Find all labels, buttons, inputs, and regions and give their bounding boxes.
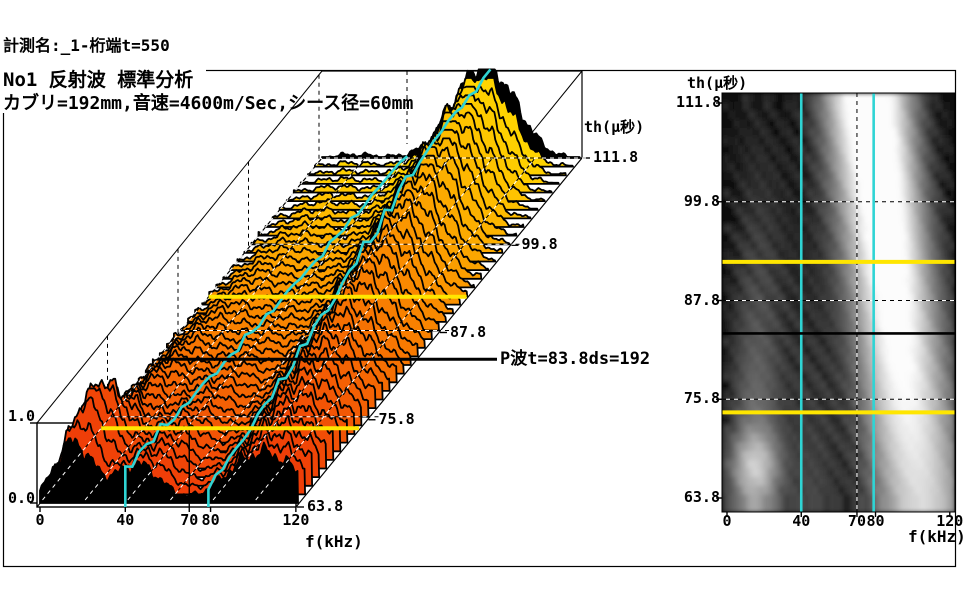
waterfall-gridlines [39,157,590,504]
waterfall-traces [39,68,581,504]
hm-f-tick-70: 70 [847,512,866,530]
hm-t-tick-99.8: 99.8 [683,191,720,210]
analysis-title-label: No1 反射波 標準分析 [3,69,194,91]
frequency-cursor-cyan-79[interactable] [207,68,492,507]
wf-f-tick-120: 120 [282,511,310,529]
measurement-name-label: 計測名:_1-桁端t=550 [3,36,170,55]
wf-amp-tick-0.0: 0.0 [8,489,36,507]
hm-t-tick-63.8: 63.8 [683,488,720,506]
hm-f-tick-40: 40 [792,512,811,530]
p-wave-annotation-label: P波t=83.8ds=192 [500,349,651,369]
spectrogram-plot [722,93,955,512]
wf-f-tick-80: 80 [201,511,220,529]
wf-f-tick-40: 40 [116,511,135,529]
wf-amp-tick-1.0: 1.0 [8,407,36,425]
frequency-cursor-cyan-40[interactable] [124,155,409,507]
wf-f-tick-70: 70 [180,511,199,529]
wf-f-tick-0: 0 [35,511,45,529]
trace-row [39,437,299,504]
hm-t-tick-111.8: 111.8 [676,93,722,111]
wf-t-tick-87.8: 87.8 [450,322,487,341]
spectrogram-f-axis-title: f(kHz) [908,527,964,546]
waterfall-cursors [101,68,497,507]
wf-t-tick-99.8: 99.8 [521,235,558,254]
waterfall-t-axis-title: th(μ秒) [584,118,645,136]
wf-t-tick-63.8: 63.8 [307,497,344,515]
analysis-parameters-label: カブリ=192mm,音速=4600m/Sec,シース径=60mm [3,93,414,114]
hm-f-tick-120: 120 [936,512,964,530]
hm-t-tick-75.8: 75.8 [683,389,720,408]
hm-f-tick-80: 80 [866,512,885,530]
spectrogram-t-axis-title: th(μ秒) [687,74,748,92]
spectrogram-cells [722,93,955,512]
spectrogram-overlays [716,92,956,517]
hm-t-tick-87.8: 87.8 [683,290,720,309]
wf-t-tick-75.8: 75.8 [378,409,415,428]
hm-f-tick-0: 0 [722,512,732,530]
waterfall-f-axis-title: f(kHz) [305,532,363,551]
wf-t-tick-111.8: 111.8 [593,148,639,166]
